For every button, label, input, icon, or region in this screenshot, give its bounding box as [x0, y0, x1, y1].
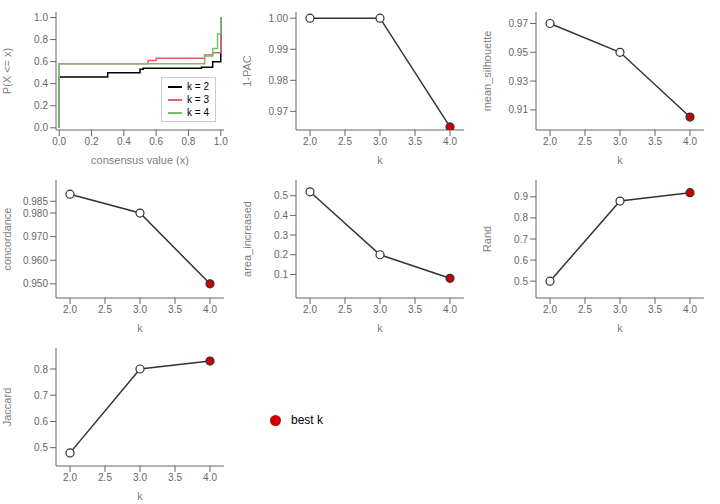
- svg-text:2.5: 2.5: [98, 472, 112, 483]
- svg-text:k: k: [137, 322, 143, 334]
- svg-text:2.0: 2.0: [543, 136, 557, 147]
- svg-text:0.0: 0.0: [52, 136, 66, 147]
- svg-text:0.97: 0.97: [509, 18, 529, 29]
- html-text:k = 2: k = 2: [187, 81, 209, 92]
- svg-text:0.99: 0.99: [269, 44, 289, 55]
- svg-text:k: k: [617, 322, 623, 334]
- html-text:best k: best k: [291, 413, 323, 427]
- svg-text:2.5: 2.5: [578, 304, 592, 315]
- svg-text:3.5: 3.5: [408, 304, 422, 315]
- svg-text:1.0: 1.0: [214, 136, 228, 147]
- svg-text:0.93: 0.93: [509, 76, 529, 87]
- svg-text:3.0: 3.0: [373, 304, 387, 315]
- svg-text:area_increased: area_increased: [241, 201, 253, 277]
- svg-text:k: k: [137, 490, 143, 502]
- svg-text:0.980: 0.980: [23, 208, 48, 219]
- svg-text:k: k: [617, 154, 623, 166]
- svg-text:0.97: 0.97: [269, 106, 289, 117]
- svg-text:3.5: 3.5: [408, 136, 422, 147]
- svg-text:2.5: 2.5: [338, 136, 352, 147]
- svg-text:0.6: 0.6: [514, 255, 528, 266]
- svg-text:2.0: 2.0: [303, 304, 317, 315]
- svg-text:0.3: 0.3: [274, 230, 288, 241]
- svg-text:0.98: 0.98: [269, 75, 289, 86]
- svg-text:3.5: 3.5: [168, 472, 182, 483]
- svg-text:3.0: 3.0: [613, 136, 627, 147]
- svg-text:0.950: 0.950: [23, 278, 48, 289]
- svg-text:Jaccard: Jaccard: [8, 388, 13, 427]
- svg-text:3.0: 3.0: [133, 304, 147, 315]
- svg-text:0.4: 0.4: [34, 78, 48, 89]
- svg-text:1.0: 1.0: [34, 12, 48, 23]
- svg-text:0.4: 0.4: [274, 210, 288, 221]
- svg-text:0.91: 0.91: [509, 104, 529, 115]
- svg-text:Rand: Rand: [481, 226, 493, 252]
- svg-text:0.2: 0.2: [34, 100, 48, 111]
- svg-text:0.960: 0.960: [23, 255, 48, 266]
- svg-text:3.5: 3.5: [168, 304, 182, 315]
- svg-text:4.0: 4.0: [443, 304, 457, 315]
- svg-text:4.0: 4.0: [443, 136, 457, 147]
- svg-text:0.5: 0.5: [34, 442, 48, 453]
- svg-text:3.5: 3.5: [648, 136, 662, 147]
- svg-text:0.1: 0.1: [274, 269, 288, 280]
- html-text:k = 3: k = 3: [187, 94, 209, 105]
- svg-text:2.5: 2.5: [578, 136, 592, 147]
- html-text:k = 4: k = 4: [187, 107, 209, 118]
- svg-text:0.8: 0.8: [182, 136, 196, 147]
- svg-text:0.970: 0.970: [23, 231, 48, 242]
- svg-text:1.00: 1.00: [269, 13, 289, 24]
- svg-text:3.0: 3.0: [133, 472, 147, 483]
- svg-text:0.7: 0.7: [34, 390, 48, 401]
- svg-text:mean_silhouette: mean_silhouette: [481, 31, 493, 112]
- svg-text:0.2: 0.2: [274, 249, 288, 260]
- svg-text:k: k: [377, 154, 383, 166]
- svg-text:4.0: 4.0: [203, 472, 217, 483]
- svg-text:4.0: 4.0: [683, 304, 697, 315]
- svg-text:0.7: 0.7: [514, 234, 528, 245]
- svg-text:0.5: 0.5: [274, 190, 288, 201]
- svg-text:0.8: 0.8: [514, 212, 528, 223]
- svg-text:4.0: 4.0: [203, 304, 217, 315]
- svg-text:2.0: 2.0: [63, 472, 77, 483]
- svg-text:2.5: 2.5: [98, 304, 112, 315]
- svg-text:2.0: 2.0: [63, 304, 77, 315]
- svg-text:0.8: 0.8: [34, 364, 48, 375]
- svg-text:0.985: 0.985: [23, 196, 48, 207]
- svg-text:0.6: 0.6: [34, 416, 48, 427]
- svg-text:3.5: 3.5: [648, 304, 662, 315]
- svg-text:0.5: 0.5: [514, 276, 528, 287]
- svg-text:k: k: [377, 322, 383, 334]
- svg-text:consensus value (x): consensus value (x): [91, 154, 189, 166]
- svg-text:4.0: 4.0: [683, 136, 697, 147]
- svg-text:0.2: 0.2: [85, 136, 99, 147]
- svg-text:3.0: 3.0: [373, 136, 387, 147]
- svg-text:concordance: concordance: [8, 208, 13, 271]
- svg-text:0.0: 0.0: [34, 122, 48, 133]
- svg-text:0.4: 0.4: [117, 136, 131, 147]
- svg-text:3.0: 3.0: [613, 304, 627, 315]
- svg-text:0.6: 0.6: [34, 56, 48, 67]
- svg-text:2.5: 2.5: [338, 304, 352, 315]
- svg-text:0.6: 0.6: [149, 136, 163, 147]
- svg-text:2.0: 2.0: [543, 304, 557, 315]
- svg-text:0.95: 0.95: [509, 47, 529, 58]
- svg-text:2.0: 2.0: [303, 136, 317, 147]
- svg-text:1-PAC: 1-PAC: [241, 55, 253, 87]
- svg-text:0.9: 0.9: [514, 191, 528, 202]
- svg-text:P(X <= x): P(X <= x): [8, 48, 13, 94]
- svg-text:0.8: 0.8: [34, 34, 48, 45]
